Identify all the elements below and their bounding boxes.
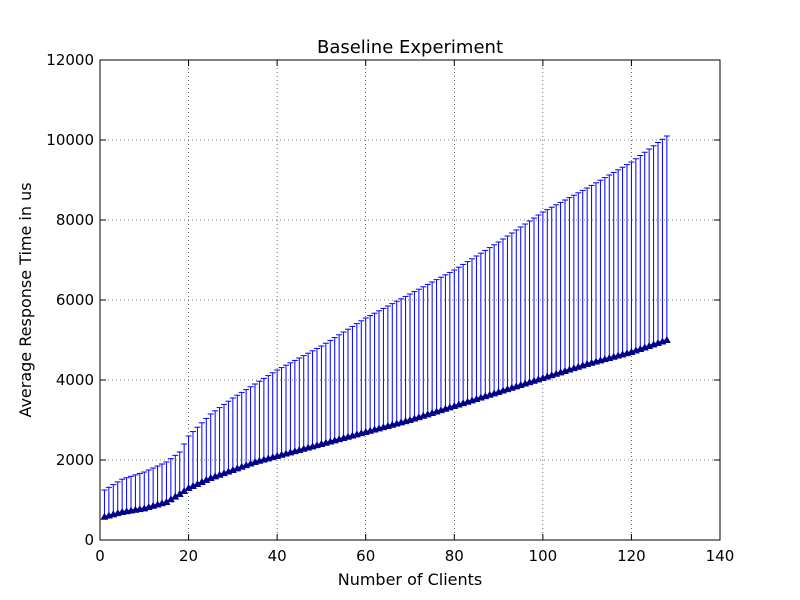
x-tick-label: 140 (706, 547, 735, 565)
series (100, 135, 671, 520)
x-tick-label: 80 (445, 547, 464, 565)
y-tick-label: 4000 (56, 371, 94, 389)
y-tick-label: 12000 (46, 51, 94, 69)
chart-title: Baseline Experiment (317, 37, 503, 58)
x-axis-label: Number of Clients (338, 570, 483, 589)
x-tick-label: 0 (95, 547, 105, 565)
y-axis-label: Average Response Time in us (16, 182, 35, 417)
ticks: 0 20 40 60 80 100 120 140 0 2000 4000 6000 8000 10000… (46, 51, 734, 565)
x-tick-label: 100 (529, 547, 558, 565)
x-tick-label: 20 (179, 547, 198, 565)
y-tick-label: 0 (84, 531, 94, 549)
y-tick-label: 10000 (46, 131, 94, 149)
y-tick-label: 8000 (56, 211, 94, 229)
data-point-marker (662, 335, 671, 343)
x-tick-label: 40 (268, 547, 287, 565)
y-tick-label: 6000 (56, 291, 94, 309)
y-tick-label: 2000 (56, 451, 94, 469)
x-tick-label: 60 (356, 547, 375, 565)
x-tick-label: 120 (617, 547, 646, 565)
